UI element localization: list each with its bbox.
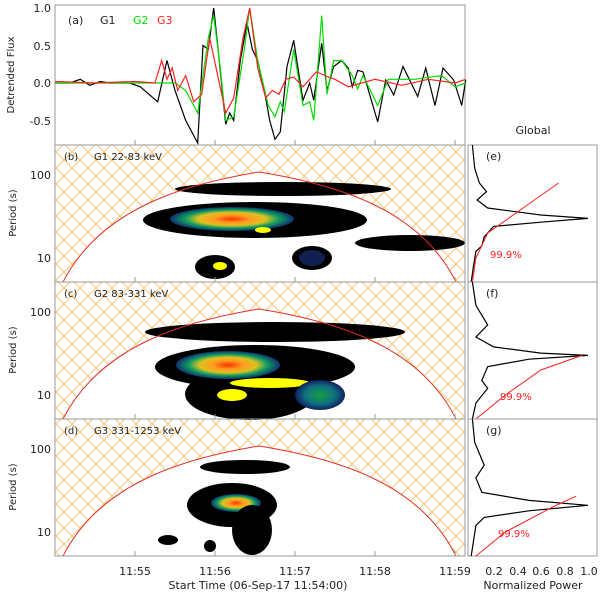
power-contour — [295, 380, 345, 410]
power-contour — [204, 540, 216, 552]
global-power-line — [471, 281, 589, 420]
power-contour — [170, 207, 294, 231]
power-contour — [176, 351, 280, 379]
power-contour — [200, 460, 290, 474]
sig-label-e: 99.9% — [490, 250, 522, 261]
xtick-1159: 11:59 — [439, 565, 471, 578]
significance-line — [471, 182, 559, 283]
panel-frame — [467, 281, 598, 420]
panel-f-label: (f) — [486, 287, 498, 300]
xtick-1158: 11:58 — [359, 565, 391, 578]
ytick-b-100: 100 — [30, 169, 51, 182]
panel-frame — [54, 418, 466, 557]
xtick-power-0.2: 0.2 — [485, 565, 503, 578]
wavelet-panel-d — [54, 418, 466, 557]
panel-d-title: G3 331-1253 keV — [94, 426, 181, 437]
global-panel-e — [467, 144, 598, 283]
series-g1-line — [55, 7, 467, 146]
power-contour — [175, 182, 391, 196]
ytick-a-1: 1.0 — [34, 2, 52, 15]
xtick-1155: 11:55 — [119, 565, 151, 578]
ytick-d-10: 10 — [37, 526, 51, 539]
global-panel-f — [467, 281, 598, 420]
xtick-power-0.6: 0.6 — [532, 565, 550, 578]
xtick-power-0.4: 0.4 — [509, 565, 527, 578]
xtick-power-0.8: 0.8 — [556, 565, 574, 578]
sig-label-f: 99.9% — [500, 392, 532, 403]
panel-c-label: (c) — [64, 289, 77, 300]
ytick-a-4: -0.5 — [30, 115, 51, 128]
legend-g2: G2 — [133, 14, 149, 27]
ytick-d-100: 100 — [30, 443, 51, 456]
series-g2-line — [55, 7, 466, 122]
power-contour — [217, 389, 247, 401]
panel-g-label: (g) — [486, 424, 502, 437]
global-power-line — [470, 144, 589, 283]
ylabel-a: Detrended Flux — [6, 36, 17, 113]
ytick-b-10: 10 — [37, 252, 51, 265]
wavelet-panel-b — [54, 144, 466, 283]
power-contour — [355, 235, 465, 251]
cone-of-influence — [62, 171, 457, 283]
wavelet-panels — [54, 144, 466, 557]
power-contour — [299, 250, 325, 266]
xtick-1157: 11:57 — [279, 565, 311, 578]
ylabel-b: Period (s) — [8, 189, 19, 236]
ytick-c-10: 10 — [37, 389, 51, 402]
power-contour — [232, 505, 272, 555]
significance-line — [475, 354, 583, 420]
legend-g1: G1 — [100, 14, 116, 27]
xlabel-time: Start Time (06-Sep-17 11:54:00) — [169, 579, 348, 592]
panel-b-title: G1 22-83 keV — [94, 152, 162, 163]
wavelet-panel-c — [54, 281, 466, 420]
xtick-1156: 11:56 — [199, 565, 231, 578]
panel-c-title: G2 83-331 keV — [94, 289, 168, 300]
panel-d-label: (d) — [64, 426, 78, 437]
panel-frame — [467, 418, 598, 557]
global-power-line — [470, 418, 589, 557]
global-panels: Global — [467, 124, 598, 557]
panel-b-label: (b) — [64, 152, 78, 163]
panel-e-label: (e) — [486, 150, 501, 163]
global-title: Global — [515, 124, 550, 137]
sig-label-g: 99.9% — [498, 529, 530, 540]
ytick-a-3: 0.0 — [34, 77, 52, 90]
power-contour — [213, 262, 227, 270]
power-contour — [145, 322, 405, 342]
power-contour — [255, 227, 271, 233]
ytick-a-2: 0.5 — [34, 40, 52, 53]
cone-of-influence — [62, 445, 457, 557]
power-contour — [158, 535, 178, 545]
ylabel-c: Period (s) — [8, 326, 19, 373]
xtick-power-1.0: 1.0 — [580, 565, 598, 578]
global-panel-g — [467, 418, 598, 557]
xlabel-power: Normalized Power — [483, 579, 583, 592]
panel-a-timeseries: (a) G1 G2 G3 1.0 0.5 0.0 -0.5 Detrended … — [6, 2, 467, 146]
legend-g3: G3 — [157, 14, 173, 27]
panel-a-label: (a) — [68, 14, 83, 27]
significance-line — [475, 495, 577, 557]
ytick-c-100: 100 — [30, 306, 51, 319]
cone-of-influence — [62, 308, 457, 420]
ylabel-d: Period (s) — [8, 463, 19, 510]
power-contour — [230, 378, 310, 388]
series-g3-line — [54, 7, 466, 115]
